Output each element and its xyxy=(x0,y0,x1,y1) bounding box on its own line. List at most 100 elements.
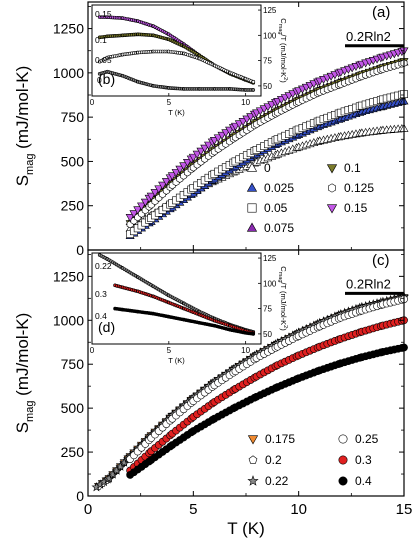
data-point xyxy=(129,210,139,219)
y-tick-label: 750 xyxy=(61,109,85,125)
inset-y-tick-label: 100 xyxy=(263,279,277,288)
inset-panel-label: (d) xyxy=(98,319,115,335)
data-point xyxy=(125,214,135,222)
x-tick-label: 15 xyxy=(396,501,413,518)
inset-y-axis-label: Cmag/T (mJ/mol-K2) xyxy=(277,18,288,83)
data-point xyxy=(171,169,181,178)
x-tick-label: 10 xyxy=(290,501,307,518)
inset-series-label: 0.1 xyxy=(95,35,107,45)
inset-data-point xyxy=(251,88,256,92)
inset-y-axis-label: Cmag/T (mJ/mol-K2) xyxy=(277,266,288,331)
legend-marker xyxy=(246,182,258,192)
legend-marker xyxy=(338,455,348,465)
x-axis-label: T (K) xyxy=(227,519,264,538)
data-point xyxy=(133,206,143,215)
data-point xyxy=(161,178,171,187)
inset-series-label: 0 xyxy=(97,75,102,85)
legend-label: 0 xyxy=(264,161,271,175)
legend-marker xyxy=(328,183,336,193)
inset-data-point xyxy=(251,332,256,336)
legend-marker xyxy=(338,434,348,444)
y-tick-label: 750 xyxy=(61,356,85,372)
data-point xyxy=(140,198,150,207)
data-point xyxy=(204,141,213,150)
legend-label: 0.3 xyxy=(355,453,372,467)
legend-label: 0.175 xyxy=(265,432,295,446)
data-point xyxy=(167,172,177,181)
legend-label: 0.1 xyxy=(344,161,361,175)
inset-x-axis-label: T (K) xyxy=(168,356,185,365)
legend-marker xyxy=(247,475,259,486)
inset-series-label: 0.05 xyxy=(95,55,112,65)
y-tick-label: 1000 xyxy=(53,65,84,81)
data-point xyxy=(200,144,210,153)
legend: 0 0.025 0.05 0.075 0.1 0.125 0.15 xyxy=(246,161,374,235)
data-point xyxy=(146,192,156,201)
panel-label: (a) xyxy=(372,4,390,21)
inset-series-0.1 xyxy=(97,32,256,85)
inset-y-tick-label: 125 xyxy=(263,6,277,15)
data-point xyxy=(154,185,164,194)
y-axis-label: Smag (mJ/mol-K) xyxy=(13,313,36,434)
inset-series-0 xyxy=(97,69,256,92)
y-tick-label: 0 xyxy=(76,488,84,504)
inset-y-tick-label: 100 xyxy=(263,31,277,40)
legend-label: 0.25 xyxy=(355,432,379,446)
inset-d: 0 5 10 50 75 100 125 T (K) Cmag/T (mJ/mol-K2) 0.2… xyxy=(90,252,288,365)
reference-label: 0.2Rln2 xyxy=(346,276,391,291)
data-point xyxy=(196,147,206,156)
inset-y-tick-label: 50 xyxy=(263,82,272,91)
inset-x-axis-label: T (K) xyxy=(168,108,185,117)
inset-b: 0 5 10 50 75 100 125 T (K) Cmag/T (mJ/mol-K2) 0.1… xyxy=(90,4,288,117)
series-0.4 xyxy=(126,343,408,479)
y-tick-label: 1250 xyxy=(53,268,84,284)
legend-label: 0.075 xyxy=(264,221,294,235)
inset-x-tick-label: 10 xyxy=(241,346,250,355)
legend-label: 0.15 xyxy=(344,201,368,215)
reference-label: 0.2Rln2 xyxy=(346,29,391,44)
y-tick-label: 1000 xyxy=(53,312,84,328)
inset-series-label: 0.22 xyxy=(95,261,112,271)
data-point xyxy=(182,159,192,167)
inset-y-tick-label: 50 xyxy=(263,330,272,339)
legend-marker xyxy=(247,203,257,213)
legend-label: 0.05 xyxy=(264,201,288,215)
y-tick-label: 0 xyxy=(76,242,84,258)
x-tick-label: 5 xyxy=(189,501,197,518)
inset-x-tick-label: 0 xyxy=(90,98,95,107)
y-tick-label: 1250 xyxy=(53,21,84,37)
series-0.25 xyxy=(126,295,408,463)
inset-frame xyxy=(91,4,262,97)
data-point xyxy=(192,150,202,159)
inset-x-tick-label: 5 xyxy=(167,98,172,107)
y-tick-label: 250 xyxy=(61,198,85,214)
inset-y-tick-label: 75 xyxy=(263,305,272,314)
series-0.125 xyxy=(126,59,408,229)
data-point xyxy=(158,181,168,190)
y-tick-label: 500 xyxy=(61,400,85,416)
y-tick-label: 250 xyxy=(61,444,85,460)
legend-marker xyxy=(326,204,338,214)
legend: 0.175 0.2 0.22 0.25 0.3 0.4 xyxy=(247,432,379,488)
inset-series-0.4 xyxy=(113,306,256,336)
x-tick-label: 0 xyxy=(84,501,92,518)
inset-x-tick-label: 10 xyxy=(241,98,250,107)
legend-marker xyxy=(247,435,259,445)
data-point xyxy=(179,162,189,171)
inset-x-tick-label: 5 xyxy=(167,346,172,355)
legend-label: 0.4 xyxy=(355,474,372,488)
inset-series-label: 0.3 xyxy=(95,289,107,299)
inset-panel-label: (b) xyxy=(98,71,115,87)
inset-y-tick-label: 75 xyxy=(263,57,272,66)
data-point xyxy=(175,165,185,174)
legend-marker xyxy=(338,476,348,486)
y-tick-label: 500 xyxy=(61,153,85,169)
series-0.3 xyxy=(126,316,408,475)
series-0.05 xyxy=(126,90,408,238)
legend-marker xyxy=(248,455,258,464)
inset-series-0.05 xyxy=(97,49,256,84)
